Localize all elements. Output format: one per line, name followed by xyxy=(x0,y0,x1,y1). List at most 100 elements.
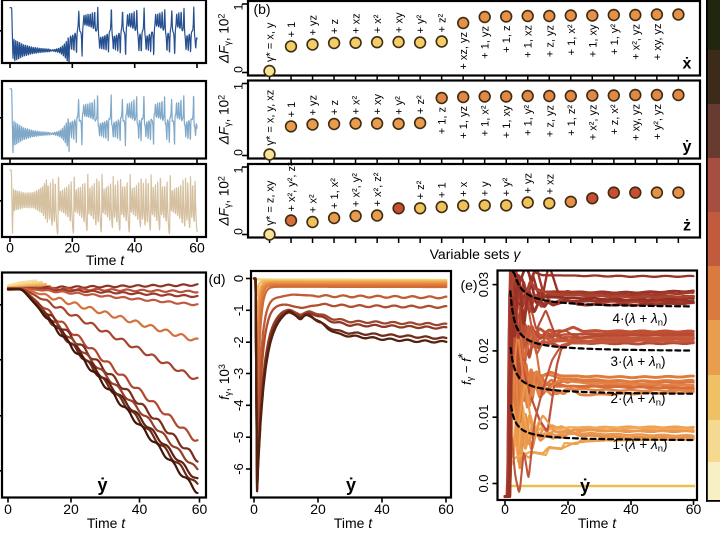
svg-text:+ 1, z: + 1, z xyxy=(501,25,513,52)
svg-text:+ 1, z: + 1, z xyxy=(437,107,449,134)
svg-text:+ x²: + x² xyxy=(372,14,384,33)
svg-text:(e): (e) xyxy=(460,277,477,293)
svg-text:-5: -5 xyxy=(231,431,246,443)
svg-text:0: 0 xyxy=(232,228,246,235)
svg-text:+ 1, y²: + 1, y² xyxy=(523,105,535,136)
svg-text:+ 1, yz: + 1, yz xyxy=(480,26,492,59)
svg-text:+ yz: + yz xyxy=(308,15,320,35)
svg-text:40: 40 xyxy=(374,501,390,517)
svg-text:+ x², y²: + x², y² xyxy=(351,173,363,207)
svg-text:-4: -4 xyxy=(231,400,246,412)
svg-text:+ 1: + 1 xyxy=(286,102,298,118)
svg-text:ẏ: ẏ xyxy=(346,475,356,495)
svg-text:+ xz, yz: + xz, yz xyxy=(458,32,470,70)
svg-text:ẋ: ẋ xyxy=(683,56,692,73)
svg-text:ẏ: ẏ xyxy=(580,476,590,496)
svg-text:-1: -1 xyxy=(231,305,246,317)
svg-text:γ* = z, xy: γ* = z, xy xyxy=(265,180,277,225)
svg-text:+ xz: + xz xyxy=(351,13,363,33)
svg-text:+ y²: + y² xyxy=(501,177,513,196)
svg-text:0.03: 0.03 xyxy=(476,272,491,297)
svg-text:0: 0 xyxy=(6,240,14,256)
svg-text:γ* = x, y: γ* = x, y xyxy=(265,22,277,62)
svg-text:+ y²: + y² xyxy=(415,15,427,34)
svg-text:+ x²: + x² xyxy=(308,194,320,213)
svg-text:+ z: + z xyxy=(329,19,341,34)
svg-text:60: 60 xyxy=(192,501,208,517)
svg-text:+ yz: + yz xyxy=(308,95,320,115)
svg-text:40: 40 xyxy=(623,501,639,517)
svg-text:20: 20 xyxy=(310,501,326,517)
svg-text:ΔFγ, 102: ΔFγ, 102 xyxy=(217,176,233,226)
svg-text:+ 1: + 1 xyxy=(286,22,298,38)
svg-text:+ 1, xz: + 1, xz xyxy=(523,25,535,58)
svg-text:+ z, yz: + z, yz xyxy=(544,25,556,57)
svg-text:+ x², yz: + x², yz xyxy=(587,105,599,141)
svg-text:+ yz: + yz xyxy=(523,173,535,193)
svg-text:+ 1: + 1 xyxy=(437,182,449,198)
svg-text:1: 1 xyxy=(232,3,246,10)
svg-text:ΔFγ, 102: ΔFγ, 102 xyxy=(217,14,233,64)
svg-text:+ xy, yz: + xy, yz xyxy=(630,104,642,141)
svg-text:40: 40 xyxy=(127,240,143,256)
svg-text:+ xy, yz: + xy, yz xyxy=(652,24,664,61)
svg-text:Time t: Time t xyxy=(334,515,373,530)
svg-text:+ z, x²: + z, x² xyxy=(609,104,621,135)
svg-text:0: 0 xyxy=(4,501,12,517)
svg-text:+ 1, y²: + 1, y² xyxy=(609,24,621,55)
svg-text:Time t: Time t xyxy=(86,252,125,268)
svg-text:+ z²: + z² xyxy=(415,180,427,199)
svg-text:+ y², yz: + y², yz xyxy=(652,104,664,140)
svg-text:0: 0 xyxy=(250,501,258,517)
svg-text:0: 0 xyxy=(232,149,246,156)
svg-text:(d): (d) xyxy=(208,271,225,287)
svg-text:Variable sets γ: Variable sets γ xyxy=(430,246,522,262)
svg-text:+ xy: + xy xyxy=(394,12,406,33)
svg-text:60: 60 xyxy=(438,501,454,517)
svg-text:Time t: Time t xyxy=(87,515,126,530)
svg-text:20: 20 xyxy=(63,501,79,517)
svg-text:+ z: + z xyxy=(329,100,341,115)
svg-text:+ xz: + xz xyxy=(544,174,556,194)
svg-text:+ z, yz: + z, yz xyxy=(544,105,556,137)
svg-text:+ 1, x²: + 1, x² xyxy=(329,178,341,209)
svg-text:-2: -2 xyxy=(231,336,246,348)
svg-text:60: 60 xyxy=(686,501,702,517)
svg-text:ż: ż xyxy=(683,218,691,235)
svg-text:γ* = x, y, xz: γ* = x, y, xz xyxy=(265,90,277,146)
svg-text:+ x: + x xyxy=(458,181,470,196)
svg-text:Time t: Time t xyxy=(578,515,617,530)
svg-text:+ 1, yz: + 1, yz xyxy=(458,106,470,139)
svg-text:(b): (b) xyxy=(253,1,270,17)
svg-text:0: 0 xyxy=(231,275,246,282)
svg-text:ΔFγ, 102: ΔFγ, 102 xyxy=(217,95,233,145)
svg-text:40: 40 xyxy=(132,501,148,517)
svg-text:+ z²: + z² xyxy=(415,95,427,114)
svg-text:+ z²: + z² xyxy=(437,14,449,33)
svg-text:+ y²: + y² xyxy=(394,96,406,115)
svg-text:0.01: 0.01 xyxy=(476,405,491,430)
svg-text:+ 1, xy: + 1, xy xyxy=(501,105,513,138)
svg-text:20: 20 xyxy=(560,501,576,517)
svg-text:-6: -6 xyxy=(231,463,246,475)
svg-text:-3: -3 xyxy=(231,368,246,380)
svg-text:1: 1 xyxy=(232,83,246,90)
svg-text:0.0: 0.0 xyxy=(476,474,491,492)
svg-text:60: 60 xyxy=(189,240,205,256)
svg-text:+ 1, z²: + 1, z² xyxy=(566,105,578,136)
svg-text:+ x², z²: + x², z² xyxy=(372,172,384,206)
svg-text:0: 0 xyxy=(501,501,509,517)
svg-text:+ x²: + x² xyxy=(351,96,363,115)
svg-text:+ 1, xy: + 1, xy xyxy=(587,24,599,57)
svg-text:+ x², yz: + x², yz xyxy=(630,24,642,60)
svg-text:ẏ: ẏ xyxy=(683,139,692,156)
svg-text:0: 0 xyxy=(232,66,246,73)
svg-text:20: 20 xyxy=(65,240,81,256)
svg-text:+ x², y², z²: + x², y², z² xyxy=(286,162,298,212)
svg-text:+ 1, x²: + 1, x² xyxy=(480,105,492,136)
svg-text:1: 1 xyxy=(232,166,246,173)
svg-text:0.02: 0.02 xyxy=(476,338,491,363)
svg-text:+ 1, x²: + 1, x² xyxy=(566,24,578,55)
svg-text:+ y: + y xyxy=(480,181,492,196)
svg-text:+ xy: + xy xyxy=(372,94,384,115)
